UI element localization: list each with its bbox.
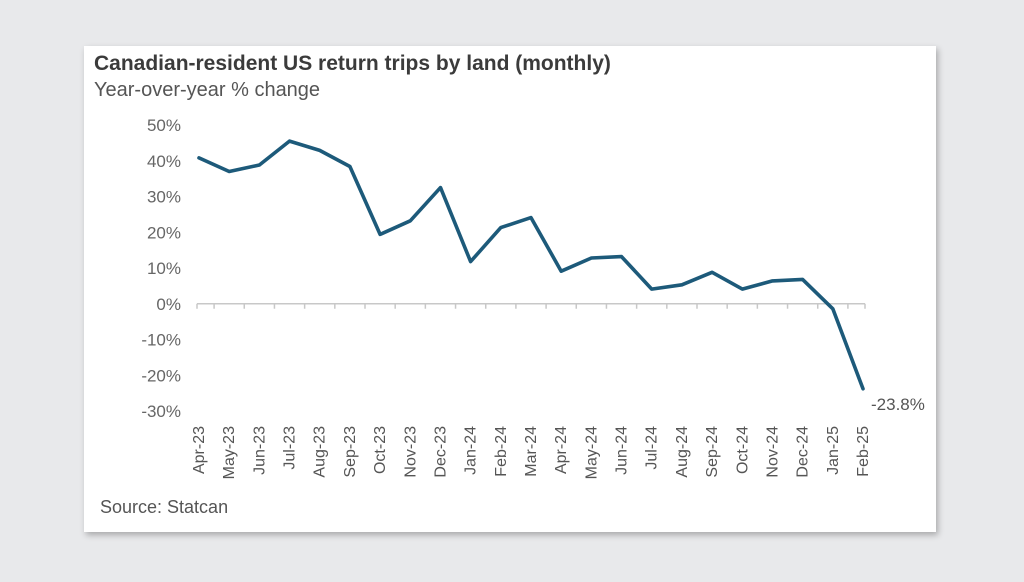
line-chart: 50% 40% 30% 20% 10% 0% -10% -20% -30% Apr-23 May-2…	[141, 116, 925, 479]
chart-source: Source: Statcan	[100, 497, 229, 517]
chart-subtitle: Year-over-year % change	[94, 79, 321, 101]
x-tick-label: Sep-23	[342, 426, 359, 478]
x-tick-label: Apr-23	[191, 426, 208, 474]
chart-card: Canadian-resident US return trips by lan…	[84, 46, 936, 532]
x-tick-label: Aug-24	[674, 426, 691, 478]
y-tick-label: -30%	[141, 402, 181, 421]
x-tick-label: Apr-24	[553, 426, 570, 474]
x-tick-label: May-24	[583, 426, 600, 479]
y-tick-label: 50%	[147, 116, 181, 135]
y-tick-label: 40%	[147, 152, 181, 171]
x-tick-label: Oct-23	[372, 426, 389, 474]
x-tick-label: Oct-24	[734, 426, 751, 474]
x-tick-label: Jun-23	[251, 426, 268, 475]
x-tick-label: Feb-25	[855, 426, 872, 477]
data-label-last: -23.8%	[871, 395, 925, 414]
x-tick-label: Jan-25	[825, 426, 842, 475]
x-tick-label: Aug-23	[312, 426, 329, 478]
x-tick-label: Feb-24	[493, 426, 510, 477]
x-tick-label: Dec-23	[432, 426, 449, 478]
series-line	[197, 139, 865, 391]
chart-title: Canadian-resident US return trips by lan…	[94, 52, 611, 75]
x-tick-label: Jul-23	[282, 426, 299, 470]
y-tick-label: 0%	[156, 295, 181, 314]
x-tick-label: Jun-24	[614, 426, 631, 475]
x-tick-label: May-23	[221, 426, 238, 479]
x-tick-label: Mar-24	[523, 426, 540, 477]
x-tick-label: Jan-24	[463, 426, 480, 475]
x-tick-label: Jul-24	[644, 426, 661, 470]
x-tick-label: Nov-23	[402, 426, 419, 478]
y-tick-label: -20%	[141, 366, 181, 385]
x-tick-label: Sep-24	[704, 426, 721, 478]
y-tick-label: 10%	[147, 259, 181, 278]
y-tick-label: 30%	[147, 188, 181, 207]
x-tick-label: Nov-24	[764, 426, 781, 478]
y-tick-label: 20%	[147, 223, 181, 242]
x-tick-label: Dec-24	[795, 426, 812, 478]
y-tick-label: -10%	[141, 331, 181, 350]
